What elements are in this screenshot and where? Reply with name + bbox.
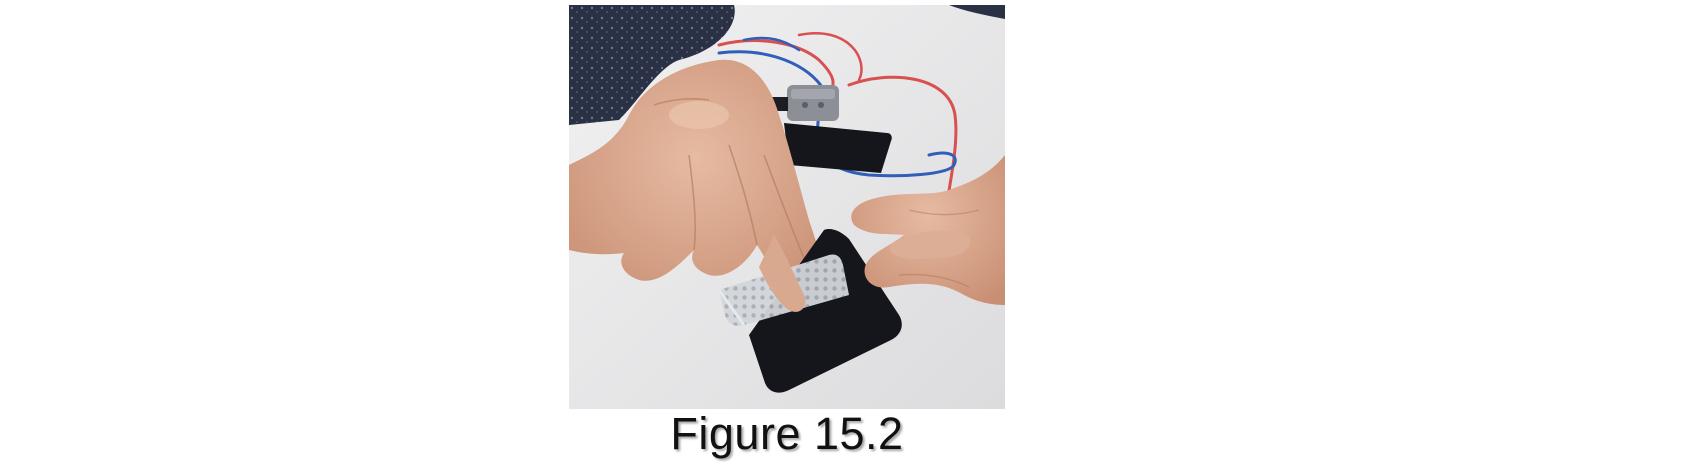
upper-electrode-pad [784, 123, 892, 173]
connector [764, 85, 839, 121]
right-hand [851, 155, 1005, 305]
lower-electrode-pad [749, 229, 902, 393]
sleeve [569, 5, 735, 125]
sleeve-right [949, 5, 1005, 19]
pressing-finger [759, 235, 806, 312]
electrode-application-photo [569, 5, 1005, 409]
figure-caption: Figure 15.2 [670, 408, 904, 459]
left-hand [569, 59, 823, 307]
figure-photo [569, 5, 1005, 409]
right-thumb [889, 230, 971, 259]
